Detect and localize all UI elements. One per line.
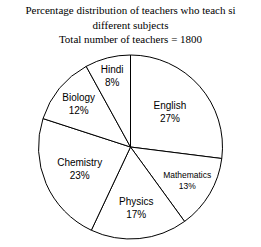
svg-text:Mathematics13%: Mathematics13% xyxy=(163,170,211,191)
svg-text:Biology12%: Biology12% xyxy=(62,92,95,116)
svg-text:English27%: English27% xyxy=(154,100,187,124)
svg-text:Percentage distribution of tea: Percentage distribution of teachers who … xyxy=(25,4,235,45)
svg-text:Physics17%: Physics17% xyxy=(119,196,153,220)
svg-text:Hindi8%: Hindi8% xyxy=(101,64,124,88)
svg-text:Chemistry23%: Chemistry23% xyxy=(57,157,102,181)
